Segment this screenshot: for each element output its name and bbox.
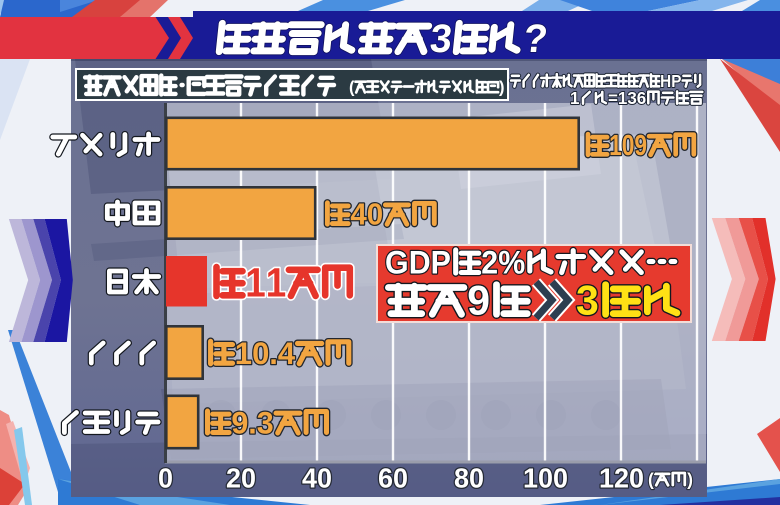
svg-text:0: 0 [553, 462, 568, 493]
svg-text:1: 1 [234, 336, 251, 371]
svg-text:3: 3 [627, 88, 636, 108]
svg-text:P: P [671, 72, 681, 91]
svg-text:3: 3 [576, 277, 599, 323]
svg-text:0: 0 [241, 462, 256, 493]
svg-text:(: ( [648, 469, 654, 489]
svg-text:G: G [385, 243, 409, 280]
svg-text:4: 4 [302, 462, 317, 493]
svg-text:2: 2 [226, 462, 241, 493]
svg-text:1: 1 [570, 88, 580, 108]
svg-text:9: 9 [467, 277, 490, 323]
svg-text:0: 0 [158, 462, 173, 493]
svg-text:%: % [498, 243, 525, 280]
svg-text:P: P [431, 243, 451, 280]
svg-text:0: 0 [367, 198, 383, 231]
svg-text:H: H [660, 72, 671, 91]
svg-text:9: 9 [231, 405, 248, 440]
svg-text:1: 1 [523, 462, 538, 493]
svg-text:.: . [248, 405, 256, 440]
svg-text:1: 1 [599, 462, 614, 493]
svg-text:1: 1 [266, 261, 286, 306]
svg-text:0: 0 [469, 462, 484, 493]
svg-text:0: 0 [538, 462, 553, 493]
svg-text:1: 1 [617, 88, 627, 108]
svg-text:.: . [269, 336, 278, 371]
svg-text:9: 9 [634, 128, 647, 161]
svg-text:): ) [499, 77, 504, 96]
svg-text:2: 2 [481, 243, 498, 280]
svg-text:?: ? [521, 17, 549, 61]
svg-text:1: 1 [245, 261, 265, 306]
svg-text:D: D [409, 243, 431, 280]
svg-text:6: 6 [378, 462, 393, 493]
svg-text:6: 6 [636, 88, 645, 108]
svg-text:4: 4 [277, 336, 295, 371]
svg-text:0: 0 [629, 462, 644, 493]
svg-text:0: 0 [317, 462, 332, 493]
svg-text:0: 0 [622, 128, 635, 161]
svg-text:0: 0 [393, 462, 408, 493]
svg-text:1: 1 [609, 128, 622, 161]
svg-text:(: ( [349, 77, 355, 96]
svg-text:): ) [687, 469, 693, 489]
svg-text:2: 2 [614, 462, 629, 493]
svg-text:0: 0 [252, 336, 269, 371]
svg-text:8: 8 [454, 462, 469, 493]
svg-text:4: 4 [350, 198, 367, 231]
svg-text:=: = [608, 88, 618, 108]
svg-text:3: 3 [256, 405, 273, 440]
